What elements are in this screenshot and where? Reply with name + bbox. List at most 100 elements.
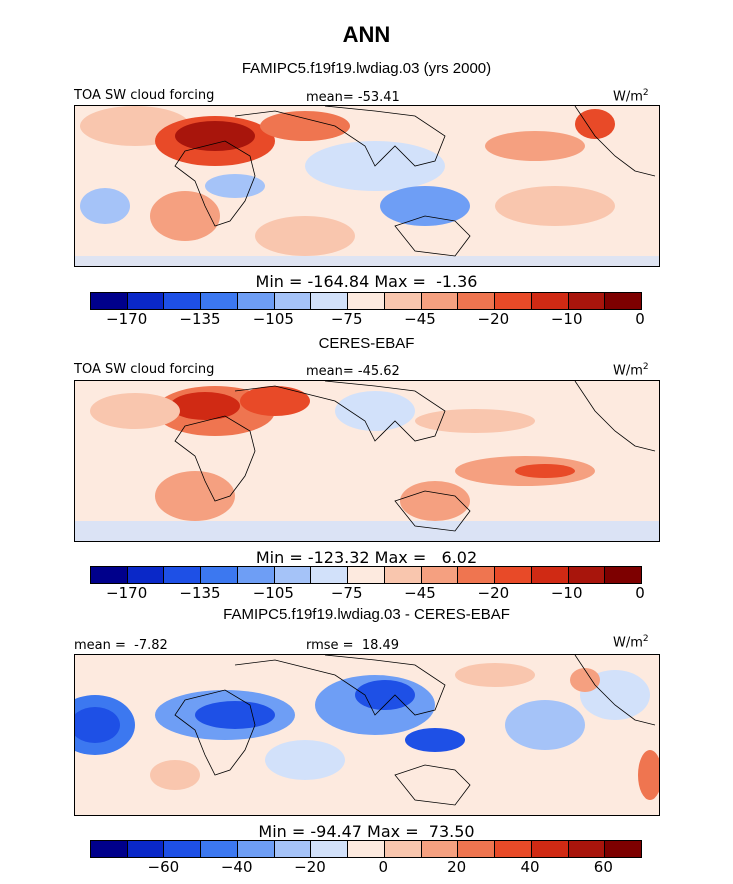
panel2-coastline bbox=[574, 381, 656, 452]
panel2-coastline bbox=[234, 381, 446, 442]
colorbar-swatch bbox=[201, 841, 238, 857]
colorbar-swatch bbox=[127, 293, 165, 309]
colorbar-swatch bbox=[458, 293, 496, 309]
panel1-contour bbox=[495, 186, 615, 226]
panel3-coastline bbox=[234, 655, 446, 716]
colorbar-swatch bbox=[495, 567, 532, 583]
colorbar-swatch bbox=[164, 293, 202, 309]
panel3-contour-field bbox=[75, 655, 659, 815]
panel2-contour-field bbox=[75, 381, 659, 541]
panel2-mean: mean= -45.62 bbox=[306, 364, 400, 379]
panel1-map bbox=[74, 105, 660, 267]
panel1-minmax: Min = -164.84 Max = -1.36 bbox=[255, 272, 478, 291]
panel1-contour bbox=[175, 121, 255, 151]
colorbar-tick-label: −40 bbox=[220, 858, 253, 876]
panel2-contour bbox=[240, 386, 310, 416]
panel1-contour bbox=[380, 186, 470, 226]
panel3-minmax: Min = -94.47 Max = 73.50 bbox=[258, 822, 475, 841]
panel2-map bbox=[74, 380, 660, 542]
colorbar-tick-label: −75 bbox=[330, 584, 363, 602]
panel3-contour bbox=[505, 700, 585, 750]
panel1-mean: mean= -53.41 bbox=[306, 90, 400, 105]
panel1-units: W/m2 bbox=[613, 88, 649, 105]
colorbar-tick-label: −170 bbox=[106, 584, 148, 602]
colorbar-tick-label: −45 bbox=[404, 310, 436, 328]
colorbar-swatch bbox=[421, 293, 459, 309]
panel2-units: W/m2 bbox=[613, 362, 649, 379]
colorbar-swatch bbox=[164, 841, 202, 857]
colorbar-swatch bbox=[237, 841, 275, 857]
page-subtitle: FAMIPC5.f19f19.lwdiag.03 (yrs 2000) bbox=[241, 60, 492, 77]
panel3-rmse: rmse = 18.49 bbox=[306, 638, 400, 653]
panel1-contour bbox=[485, 131, 585, 161]
colorbar-tick-label: −45 bbox=[404, 584, 436, 602]
panel1-coastline bbox=[234, 106, 446, 167]
page-title: ANN bbox=[342, 22, 391, 47]
panel3-mean: mean = -7.82 bbox=[74, 638, 168, 653]
panel1-coastline bbox=[574, 106, 656, 177]
panel3-contour bbox=[265, 740, 345, 780]
panel3-coastline bbox=[394, 764, 471, 806]
colorbar-swatch bbox=[384, 841, 422, 857]
colorbar-tick-label: −20 bbox=[294, 858, 326, 876]
panel1-colorbar-ticks: −170 −135 −105 −75 −45 −20 −10 0 bbox=[90, 310, 645, 328]
colorbar-swatch bbox=[568, 567, 606, 583]
panel2-contour bbox=[335, 391, 415, 431]
panel2-contour bbox=[170, 392, 240, 420]
panel3-colorbar-ticks: −60 −40 −20 0 20 40 60 bbox=[90, 858, 640, 876]
colorbar-swatch bbox=[164, 567, 202, 583]
panel3-units: W/m2 bbox=[613, 634, 649, 651]
colorbar-tick-label: −60 bbox=[147, 858, 180, 876]
panel2-contour bbox=[155, 471, 235, 521]
panel2-title: CERES-EBAF bbox=[318, 335, 415, 352]
colorbar-swatch bbox=[201, 567, 238, 583]
colorbar-swatch bbox=[531, 567, 569, 583]
panel2-contour bbox=[415, 409, 535, 433]
panel2-minmax: Min = -123.32 Max = 6.02 bbox=[255, 548, 478, 567]
colorbar-tick-label: 0 bbox=[635, 584, 645, 602]
panel3-contour bbox=[638, 750, 659, 800]
colorbar-tick-label: −105 bbox=[252, 584, 294, 602]
colorbar-tick-label: 60 bbox=[593, 858, 613, 876]
colorbar-tick-label: −135 bbox=[179, 584, 221, 602]
colorbar-swatch bbox=[237, 567, 275, 583]
colorbar-swatch bbox=[495, 293, 532, 309]
colorbar-swatch bbox=[568, 841, 606, 857]
colorbar-tick-label: −75 bbox=[330, 310, 363, 328]
colorbar-swatch bbox=[311, 567, 349, 583]
colorbar-swatch bbox=[274, 567, 312, 583]
panel1-contour bbox=[255, 216, 355, 256]
colorbar-swatch bbox=[201, 293, 238, 309]
colorbar-tick-label: 0 bbox=[378, 858, 389, 876]
panel1-contour-field bbox=[75, 106, 659, 266]
colorbar-swatch bbox=[531, 841, 569, 857]
panel1-contour bbox=[205, 174, 265, 198]
colorbar-swatch bbox=[421, 567, 459, 583]
panel3-coastline bbox=[174, 689, 256, 776]
colorbar-swatch bbox=[348, 293, 385, 309]
colorbar-swatch bbox=[458, 567, 496, 583]
colorbar-swatch bbox=[531, 293, 569, 309]
panel3-coastline bbox=[574, 655, 656, 726]
colorbar-swatch bbox=[605, 841, 642, 857]
colorbar-swatch bbox=[605, 293, 642, 309]
panel2-colorbar bbox=[90, 566, 642, 584]
panel3-contour bbox=[195, 701, 275, 729]
panel2-variable-label: TOA SW cloud forcing bbox=[74, 362, 215, 377]
panel3-contour bbox=[405, 728, 465, 752]
colorbar-swatch bbox=[348, 567, 385, 583]
panel3-title: FAMIPC5.f19f19.lwdiag.03 - CERES-EBAF bbox=[223, 606, 510, 623]
colorbar-tick-label: −170 bbox=[106, 310, 148, 328]
panel3-contour bbox=[75, 707, 120, 743]
colorbar-swatch bbox=[605, 567, 642, 583]
colorbar-swatch bbox=[127, 567, 165, 583]
colorbar-tick-label: −10 bbox=[550, 310, 583, 328]
panel1-contour bbox=[150, 191, 220, 241]
colorbar-tick-label: −105 bbox=[252, 310, 294, 328]
colorbar-tick-label: 0 bbox=[635, 310, 645, 328]
colorbar-tick-label: −20 bbox=[477, 310, 510, 328]
panel1-variable-label: TOA SW cloud forcing bbox=[74, 88, 215, 103]
panel2-colorbar-ticks: −170 −135 −105 −75 −45 −20 −10 0 bbox=[90, 584, 645, 602]
panel1-contour bbox=[80, 188, 130, 224]
colorbar-swatch bbox=[568, 293, 606, 309]
